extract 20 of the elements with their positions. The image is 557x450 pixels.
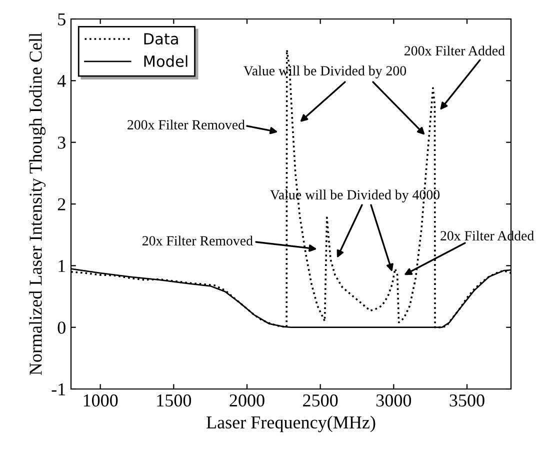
y-tick-label: 4 xyxy=(57,75,66,87)
legend-label: Model xyxy=(144,55,188,67)
x-tick-label: 1500 xyxy=(157,394,192,407)
x-tick-label: 2500 xyxy=(303,394,338,407)
y-tick-label: 3 xyxy=(58,136,66,149)
x-axis-title: Laser Frequency(MHz) xyxy=(206,416,376,432)
y-tick-label: -1 xyxy=(52,383,66,396)
annotation: 200x Filter Added xyxy=(404,46,505,56)
legend-label: Data xyxy=(144,33,178,45)
x-tick-label: 2000 xyxy=(230,394,264,407)
x-tick-label: 3000 xyxy=(376,394,412,407)
annotation: 200x Filter Removed xyxy=(128,120,245,130)
y-tick-label: 1 xyxy=(58,260,66,272)
y-tick-label: 5 xyxy=(58,13,66,26)
y-tick-label: 0 xyxy=(58,322,66,334)
y-axis-title: Normalized Laser Intensity Though Iodine Cell xyxy=(29,32,46,376)
annotation: 20x Filter Removed xyxy=(142,236,253,246)
y-tick-label: 2 xyxy=(58,198,66,210)
x-tick-label: 3500 xyxy=(450,394,484,407)
x-tick-label: 1000 xyxy=(84,394,118,407)
